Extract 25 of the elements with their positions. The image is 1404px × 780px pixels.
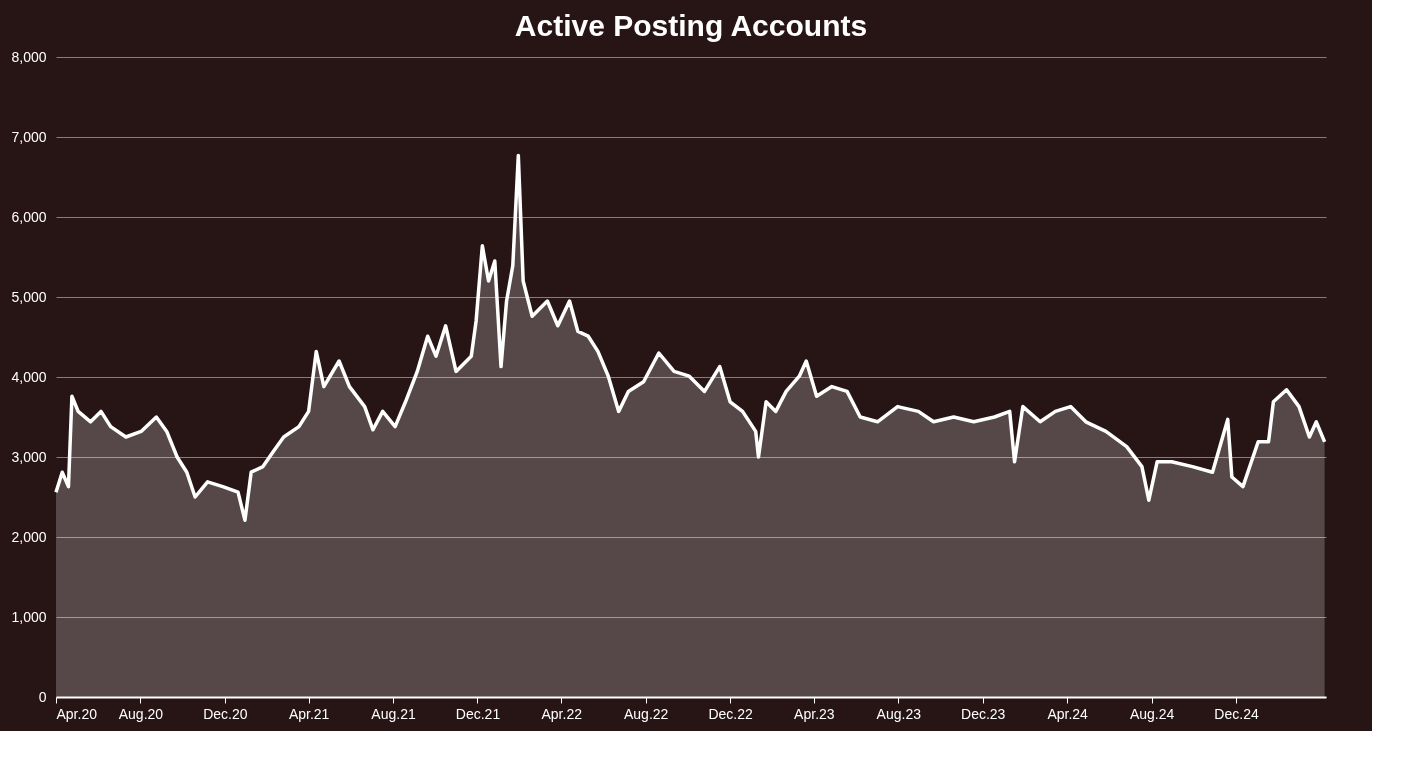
y-tick-label: 0 [38, 688, 47, 705]
y-tick-label: 8,000 [11, 48, 47, 65]
y-tick-label: 7,000 [11, 128, 47, 145]
x-tick-label: Aug.20 [118, 705, 164, 722]
x-tick-label: Dec.21 [455, 705, 501, 722]
x-tick-label: Apr.24 [1047, 705, 1089, 722]
y-tick-label: 1,000 [11, 608, 47, 625]
x-tick-label: Apr.20 [56, 705, 98, 722]
y-tick-label: 4,000 [11, 368, 47, 385]
x-tick-label: Aug.22 [623, 705, 669, 722]
x-tick-label: Aug.23 [876, 705, 922, 722]
x-tick-label: Apr.21 [288, 705, 330, 722]
y-tick-label: 5,000 [11, 288, 47, 305]
x-tick-label: Dec.23 [961, 705, 1006, 722]
x-tick-label: Apr.23 [794, 705, 835, 722]
x-tick-label: Dec.20 [203, 705, 248, 722]
x-tick-label: Dec.24 [1214, 705, 1259, 722]
x-tick-label: Apr.22 [541, 705, 583, 722]
y-tick-label: 2,000 [11, 528, 47, 545]
x-tick-label: Aug.21 [371, 705, 416, 722]
y-tick-label: 3,000 [11, 448, 47, 465]
x-tick-label: Dec.22 [708, 705, 753, 722]
x-tick-label: Aug.24 [1129, 705, 1175, 722]
y-tick-label: 6,000 [11, 208, 47, 225]
chart-title: Active Posting Accounts [514, 9, 868, 42]
